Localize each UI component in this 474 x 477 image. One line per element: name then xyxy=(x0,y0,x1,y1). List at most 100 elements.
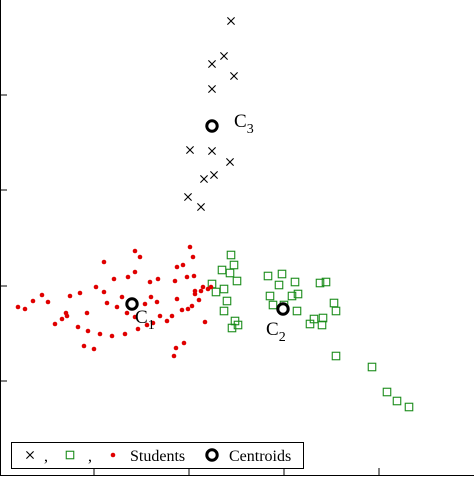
point-square xyxy=(211,287,221,297)
point-dot xyxy=(137,254,143,260)
point-dot xyxy=(109,333,115,339)
point-dot xyxy=(119,294,125,300)
legend-box xyxy=(11,442,304,469)
point-dot xyxy=(174,296,180,302)
point-dot xyxy=(85,328,91,334)
centroid-label: C2 xyxy=(266,319,286,345)
point-dot xyxy=(101,289,107,295)
point-square xyxy=(229,260,239,270)
point-dot xyxy=(81,343,87,349)
point-dot xyxy=(52,321,58,327)
point-dot xyxy=(97,331,103,337)
point-square xyxy=(382,387,392,397)
centroid-labels: C3 C1 C2 xyxy=(135,111,286,345)
point-dot xyxy=(91,346,97,352)
point-dot xyxy=(15,304,21,310)
point-dot xyxy=(125,274,131,280)
legend-marker-dot xyxy=(110,452,116,458)
point-dot xyxy=(135,326,141,332)
point-dot xyxy=(22,306,28,312)
point-dot xyxy=(150,320,156,326)
point-square xyxy=(217,265,227,275)
point-dot xyxy=(122,331,128,337)
point-dot xyxy=(45,299,51,305)
point-square xyxy=(404,402,414,412)
point-square xyxy=(392,396,402,406)
point-square xyxy=(293,289,303,299)
point-square xyxy=(317,320,327,330)
point-square xyxy=(263,271,273,281)
point-dot xyxy=(142,301,148,307)
point-dot xyxy=(179,307,185,313)
point-square xyxy=(367,362,377,372)
point-dot xyxy=(174,264,180,270)
point-dot xyxy=(171,353,177,359)
point-x xyxy=(210,171,218,179)
legend-label: Centroids xyxy=(229,448,291,465)
point-square xyxy=(277,269,287,279)
point-square xyxy=(290,277,300,287)
point-dot xyxy=(148,294,154,300)
point-dot xyxy=(111,276,117,282)
point-dot xyxy=(64,313,70,319)
point-dot xyxy=(39,292,45,298)
point-dot xyxy=(154,299,160,305)
point-dot xyxy=(180,262,186,268)
point-square xyxy=(315,278,325,288)
point-dot xyxy=(104,300,110,306)
point-square xyxy=(274,280,284,290)
point-x xyxy=(226,158,234,166)
series-x xyxy=(184,17,238,211)
point-dot xyxy=(132,248,138,254)
point-dot xyxy=(202,319,208,325)
point-dot xyxy=(164,318,170,324)
point-square xyxy=(292,306,302,316)
point-dot xyxy=(190,254,196,260)
point-x xyxy=(227,17,235,25)
point-ring xyxy=(205,119,219,133)
data-marks xyxy=(15,17,414,412)
point-x xyxy=(197,203,205,211)
point-square xyxy=(287,291,297,301)
point-square xyxy=(268,300,278,310)
point-dot xyxy=(155,276,161,282)
point-square xyxy=(265,291,275,301)
centroid-label: C1 xyxy=(135,307,155,333)
point-square xyxy=(318,313,328,323)
point-dot xyxy=(124,310,130,316)
point-square xyxy=(219,284,229,294)
point-ring xyxy=(276,302,290,316)
point-dot xyxy=(191,273,197,279)
series-dot xyxy=(15,244,214,359)
point-dot xyxy=(181,340,187,346)
point-dot xyxy=(132,269,138,275)
point-dot xyxy=(189,303,195,309)
point-square xyxy=(233,320,243,330)
point-dot xyxy=(192,291,198,297)
point-dot xyxy=(208,284,214,290)
point-dot xyxy=(30,298,36,304)
point-square xyxy=(232,276,242,286)
point-square xyxy=(321,277,331,287)
point-dot xyxy=(200,284,206,290)
point-dot xyxy=(59,316,65,322)
point-square xyxy=(225,268,235,278)
point-x xyxy=(208,147,216,155)
point-dot xyxy=(184,274,190,280)
point-dot xyxy=(196,297,202,303)
point-dot xyxy=(84,310,90,316)
legend-marker-square xyxy=(65,450,75,460)
point-square xyxy=(226,250,236,260)
point-x xyxy=(230,72,238,80)
centroid-label: C3 xyxy=(234,111,254,137)
point-x xyxy=(184,193,192,201)
point-dot xyxy=(172,278,178,284)
point-dot xyxy=(132,314,138,320)
point-square xyxy=(222,296,232,306)
point-x xyxy=(208,60,216,68)
point-x xyxy=(200,175,208,183)
point-dot xyxy=(67,293,73,299)
